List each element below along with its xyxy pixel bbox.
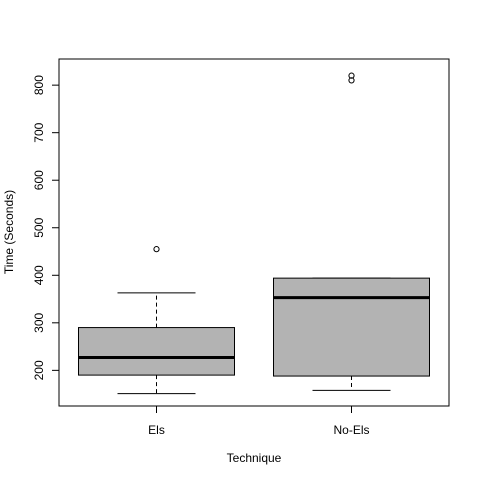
x-tick-label: Els <box>148 423 165 437</box>
y-tick-label: 800 <box>32 75 46 95</box>
boxes <box>78 72 430 395</box>
outlier-point <box>348 72 355 79</box>
y-tick-label: 600 <box>32 170 46 190</box>
iqr-box <box>78 327 235 376</box>
iqr-box <box>273 277 430 377</box>
outlier-point <box>153 246 160 253</box>
y-tick-label: 500 <box>32 217 46 237</box>
x-axis: Els No-Els <box>148 405 370 437</box>
y-tick-label: 200 <box>32 360 46 380</box>
y-axis: 200 300 400 500 600 700 800 <box>32 75 60 380</box>
box-group <box>273 72 430 391</box>
x-axis-label: Technique <box>227 451 282 465</box>
y-tick-label: 300 <box>32 312 46 332</box>
x-tick-label: No-Els <box>333 423 369 437</box>
box-group <box>78 246 235 395</box>
y-axis-label: Time (Seconds) <box>2 190 16 274</box>
y-tick-label: 700 <box>32 122 46 142</box>
y-tick-label: 400 <box>32 265 46 285</box>
